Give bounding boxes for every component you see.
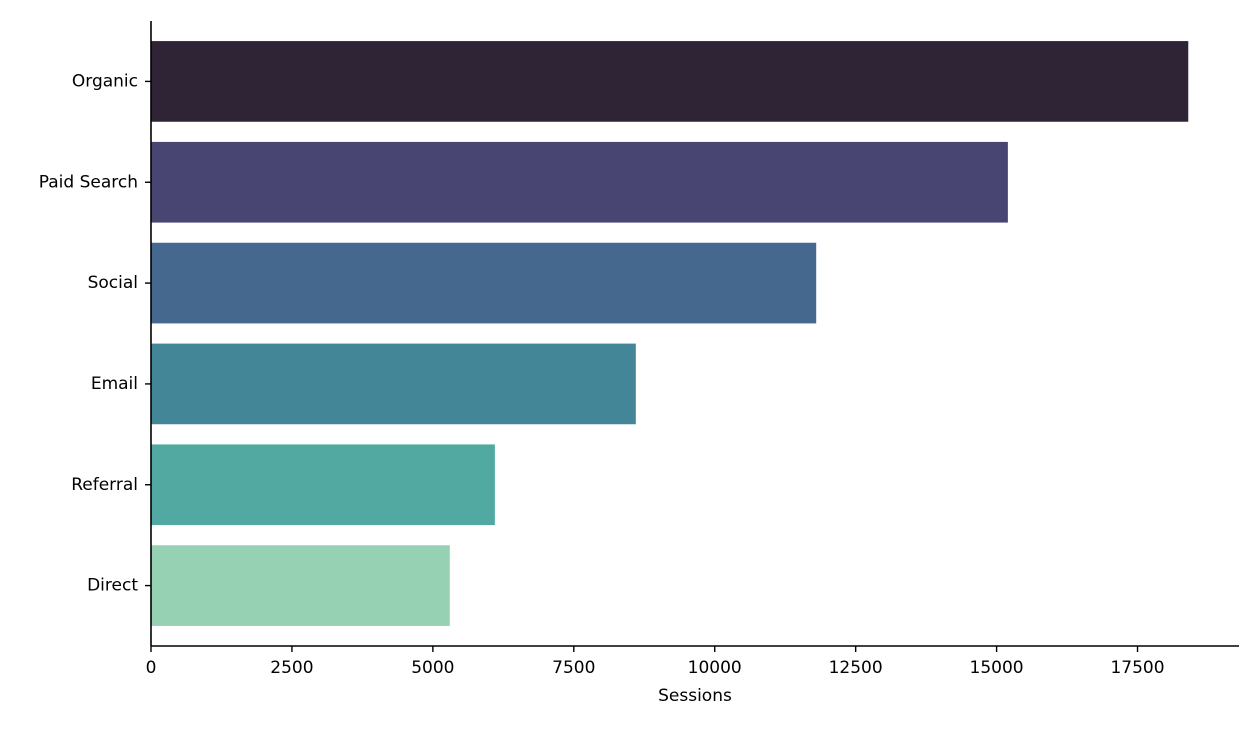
x-tick-label: 0 bbox=[146, 658, 157, 678]
bar-paid-search bbox=[151, 141, 1008, 223]
y-tick-label-paid-search: Paid Search bbox=[39, 172, 138, 192]
y-tick-label-organic: Organic bbox=[72, 71, 138, 91]
y-tick-label-social: Social bbox=[88, 273, 138, 293]
y-tick-label-email: Email bbox=[91, 374, 138, 394]
x-tick-label: 5000 bbox=[411, 658, 454, 678]
x-axis-label: Sessions bbox=[658, 686, 732, 706]
y-tick-label-direct: Direct bbox=[87, 576, 138, 596]
bars-layer bbox=[151, 41, 1189, 626]
y-axis-ticks: Organic Paid Search Social Email Referral Dir… bbox=[39, 71, 151, 596]
x-tick-label: 7500 bbox=[552, 658, 595, 678]
bar-social bbox=[151, 242, 817, 324]
y-tick-label-referral: Referral bbox=[71, 475, 138, 495]
bar-email bbox=[151, 343, 636, 425]
x-tick-label: 12500 bbox=[829, 658, 883, 678]
bar-organic bbox=[151, 41, 1189, 122]
x-tick-label: 17500 bbox=[1110, 658, 1164, 678]
x-axis-ticks: 0 2500 5000 7500 10000 12500 15000 17500 bbox=[146, 646, 1165, 678]
x-tick-label: 2500 bbox=[270, 658, 313, 678]
x-tick-label: 15000 bbox=[970, 658, 1024, 678]
x-tick-label: 10000 bbox=[688, 658, 742, 678]
bar-referral bbox=[151, 444, 495, 526]
bar-direct bbox=[151, 545, 450, 626]
